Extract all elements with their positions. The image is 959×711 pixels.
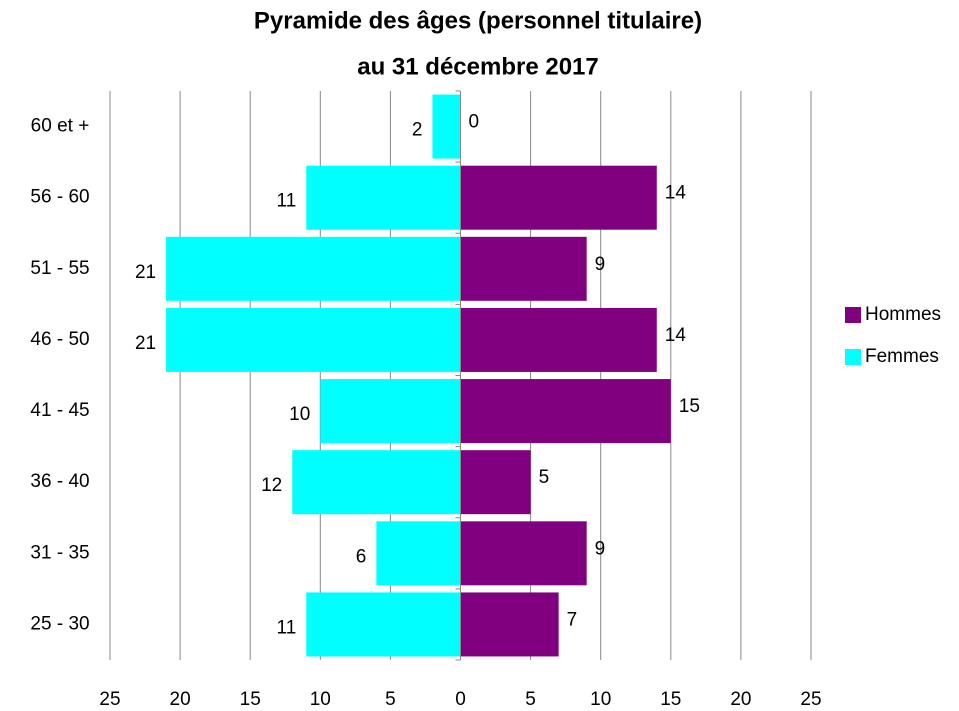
data-label: 21 <box>135 333 156 354</box>
data-label: 9 <box>595 538 606 559</box>
y-tick-label: 31 - 35 <box>30 542 89 563</box>
data-label: 2 <box>412 120 423 141</box>
bar <box>306 165 461 230</box>
y-tick-label: 60 et + <box>31 116 90 137</box>
bar <box>292 450 461 515</box>
bar <box>460 592 559 657</box>
bar <box>306 592 461 657</box>
bar <box>460 307 657 372</box>
bar <box>460 236 587 301</box>
data-label: 15 <box>679 396 700 417</box>
y-tick-label: 56 - 60 <box>30 187 89 208</box>
legend-label: Femmes <box>865 346 939 367</box>
data-label: 9 <box>595 254 606 275</box>
data-label: 5 <box>539 467 550 488</box>
bar <box>460 165 657 230</box>
y-tick-label: 25 - 30 <box>30 613 89 634</box>
chart-title: Pyramide des âges (personnel titulaire) <box>254 7 702 34</box>
legend-swatch <box>845 307 861 323</box>
data-label: 0 <box>469 112 480 133</box>
bar <box>376 521 461 586</box>
bar <box>460 450 531 515</box>
data-label: 21 <box>135 262 156 283</box>
legend-label: Hommes <box>865 304 941 325</box>
data-label: 10 <box>289 404 310 425</box>
y-tick-label: 51 - 55 <box>30 258 89 279</box>
data-label: 14 <box>665 183 687 204</box>
x-tick-label: 5 <box>525 689 536 710</box>
x-tick-label: 20 <box>170 689 191 710</box>
data-label: 6 <box>356 546 367 567</box>
data-label: 7 <box>567 609 578 630</box>
data-label: 11 <box>277 191 297 212</box>
x-tick-label: 10 <box>310 689 331 710</box>
data-label: 11 <box>277 617 297 638</box>
x-tick-label: 15 <box>660 689 681 710</box>
data-label: 14 <box>665 325 687 346</box>
bar <box>166 307 461 372</box>
bar <box>320 379 461 444</box>
legend-swatch <box>845 349 861 365</box>
bar <box>166 236 461 301</box>
y-tick-label: 41 - 45 <box>30 400 89 421</box>
y-tick-label: 36 - 40 <box>30 471 89 492</box>
x-tick-label: 15 <box>240 689 261 710</box>
x-tick-label: 5 <box>385 689 396 710</box>
y-tick-label: 46 - 50 <box>30 329 89 350</box>
x-tick-label: 20 <box>730 689 751 710</box>
x-tick-label: 25 <box>99 689 120 710</box>
bar <box>460 379 671 444</box>
x-tick-label: 10 <box>590 689 611 710</box>
chart-subtitle: au 31 décembre 2017 <box>357 53 599 80</box>
bar <box>460 521 587 586</box>
x-tick-label: 0 <box>455 689 466 710</box>
bar <box>432 94 461 159</box>
data-label: 12 <box>261 475 282 496</box>
x-tick-label: 25 <box>800 689 821 710</box>
